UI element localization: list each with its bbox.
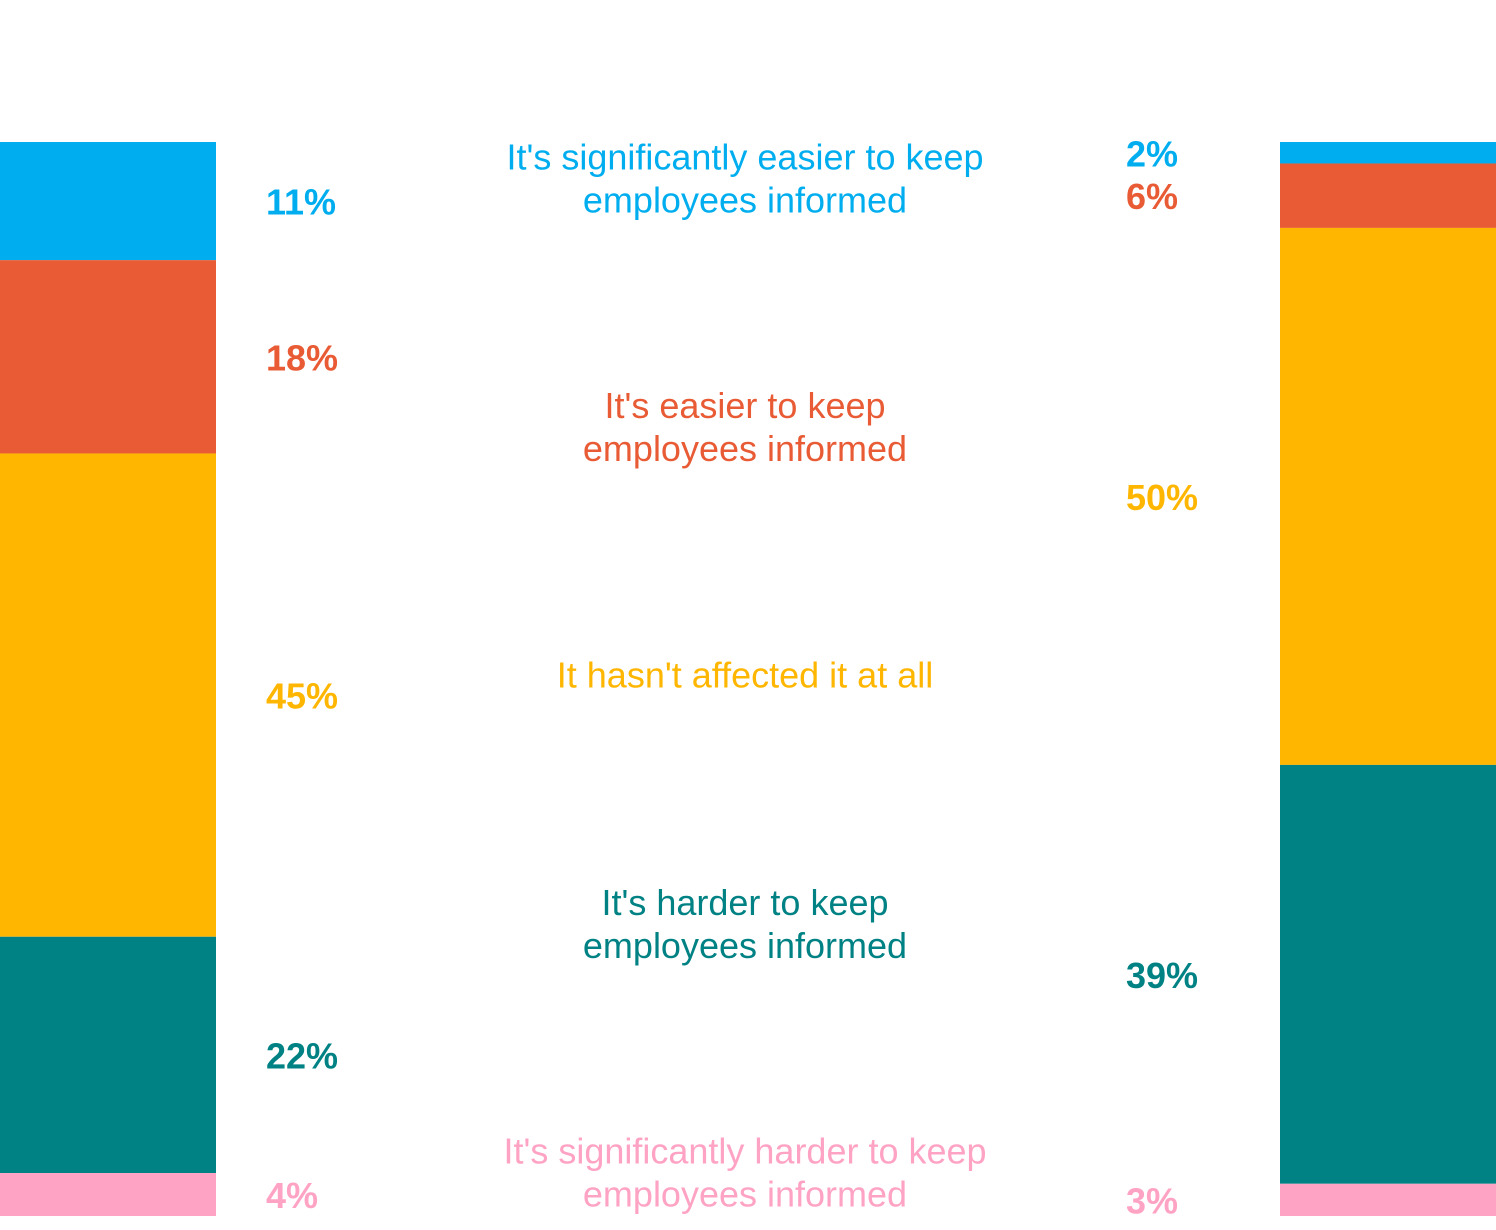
bar-segment — [1280, 764, 1496, 1184]
bar-segment — [0, 142, 216, 261]
category-label: It's easier to keep employees informed — [583, 385, 907, 469]
category-label-line: It's easier to keep — [604, 385, 885, 426]
category-label-line: It's significantly easier to keep — [506, 136, 983, 177]
value-label: 4% — [266, 1175, 318, 1216]
value-label: 18% — [266, 337, 338, 378]
bar-segment — [0, 453, 216, 937]
value-label: 50% — [1126, 477, 1198, 518]
value-label: 3% — [1126, 1180, 1178, 1221]
bar-segment — [0, 936, 216, 1174]
category-label: It's harder to keep employees informed — [583, 882, 907, 966]
value-label: 6% — [1126, 176, 1178, 217]
category-label-line: employees informed — [583, 428, 907, 469]
bar-segment — [0, 1173, 216, 1216]
category-label: It's significantly harder to keep employe… — [503, 1130, 986, 1214]
category-label: It hasn't affected it at all — [557, 655, 933, 696]
value-label: 11% — [266, 182, 336, 223]
bar-segment — [1280, 1183, 1496, 1216]
bar-segment — [1280, 227, 1496, 765]
category-label: It's significantly easier to keep employe… — [506, 136, 983, 220]
bar-segment — [1280, 163, 1496, 228]
value-label: 22% — [266, 1035, 338, 1076]
value-label: 2% — [1126, 133, 1178, 174]
category-label-line: employees informed — [583, 179, 907, 220]
category-label-line: It's significantly harder to keep — [503, 1130, 986, 1171]
bar-segment — [1280, 142, 1496, 164]
category-label-line: It's harder to keep — [601, 882, 888, 923]
category-label-line: employees informed — [583, 1173, 907, 1214]
bar-segment — [0, 260, 216, 454]
value-label: 45% — [266, 676, 338, 717]
category-label-line: employees informed — [583, 925, 907, 966]
value-label: 39% — [1126, 955, 1198, 996]
